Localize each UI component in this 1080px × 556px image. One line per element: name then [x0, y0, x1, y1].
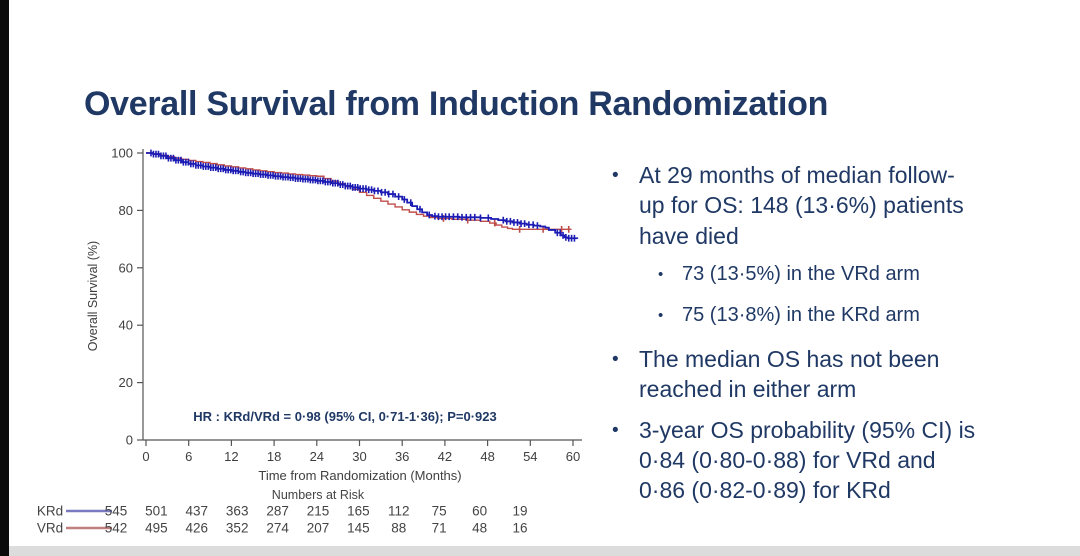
bullet-line: up for OS: 148 (13·6%) patients: [639, 192, 964, 219]
y-tick-label: 0: [126, 433, 133, 448]
page-title: Overall Survival from Induction Randomiz…: [84, 84, 829, 123]
bullet-krd-deaths: • 75 (13·8%) in the KRd arm: [658, 302, 1016, 328]
risk-value: 145: [347, 521, 370, 536]
x-tick-label: 6: [185, 449, 192, 464]
risk-value: 75: [432, 504, 447, 519]
risk-value: 542: [105, 521, 128, 536]
risk-row-label-VRd: VRd: [37, 521, 63, 536]
left-edge-bar: [0, 0, 9, 556]
risk-value: 19: [512, 504, 527, 519]
risk-value: 71: [432, 521, 447, 536]
bullet-followup-deaths: • At 29 months of median follow- up for …: [612, 160, 1016, 251]
risk-value: 363: [226, 504, 249, 519]
bullet-line: 0·86 (0·82-0·89) for KRd: [639, 477, 891, 504]
x-axis-title: Time from Randomization (Months): [258, 468, 461, 483]
risk-value: 88: [391, 521, 406, 536]
km-curve-VRd: [146, 152, 572, 231]
km-chart-region: 0 20 40 60 80 100 0 6 12 18 24 30 36 42 48 54 60 Time fro…: [0, 130, 620, 556]
km-survival-chart: 0 20 40 60 80 100 0 6 12 18 24 30 36 42 48 54 60 Time fro…: [37, 146, 582, 536]
bullet-vrd-deaths: • 73 (13·5%) in the VRd arm: [658, 261, 1016, 287]
x-tick-label: 60: [566, 449, 580, 464]
risk-value: 274: [266, 521, 289, 536]
y-tick-label: 60: [119, 260, 133, 275]
risk-value: 112: [388, 504, 410, 519]
risk-value: 287: [266, 504, 289, 519]
risk-value: 352: [226, 521, 249, 536]
risk-value: 426: [186, 521, 209, 536]
bullet-line: reached in either arm: [639, 376, 857, 403]
bullet-3yr-os: • 3-year OS probability (95% CI) is 0·84…: [612, 415, 1016, 506]
risk-value: 16: [512, 521, 527, 536]
bullet-dot: •: [612, 165, 619, 186]
y-tick-label: 20: [119, 375, 133, 390]
bullet-median-os: • The median OS has not been reached in …: [612, 344, 1016, 405]
bullet-list: • At 29 months of median follow- up for …: [612, 160, 1016, 516]
bullet-line: 3-year OS probability (95% CI) is: [639, 416, 976, 443]
risk-value: 165: [347, 504, 370, 519]
hr-annotation: HR : KRd/VRd = 0·98 (95% CI, 0·71-1·36);…: [193, 409, 496, 424]
bullet-line: 0·84 (0·80-0·88) for VRd and: [639, 446, 936, 473]
x-tick-label: 30: [352, 449, 366, 464]
x-tick-label: 24: [310, 449, 324, 464]
y-tick-label: 100: [111, 146, 133, 161]
risk-value: 501: [145, 504, 168, 519]
bullet-line: The median OS has not been: [639, 345, 940, 372]
bullet-dot: •: [658, 307, 664, 325]
bullet-dot: •: [612, 419, 619, 441]
x-tick-label: 0: [142, 449, 149, 464]
x-tick-label: 36: [395, 449, 409, 464]
y-tick-label: 40: [119, 318, 133, 333]
x-tick-label: 48: [480, 449, 494, 464]
x-tick-label: 54: [523, 449, 537, 464]
x-tick-label: 12: [224, 449, 238, 464]
risk-value: 207: [307, 521, 330, 536]
y-tick-label: 80: [119, 203, 133, 218]
risk-row-label-KRd: KRd: [37, 504, 63, 519]
bullet-dot: •: [658, 266, 664, 284]
x-tick-label: 42: [438, 449, 452, 464]
risk-table-title: Numbers at Risk: [272, 488, 365, 502]
risk-value: 437: [186, 504, 209, 519]
risk-value: 48: [472, 521, 487, 536]
risk-value: 60: [472, 504, 487, 519]
bottom-edge-bar: [9, 546, 1080, 556]
risk-value: 495: [145, 521, 168, 536]
x-tick-label: 18: [267, 449, 281, 464]
risk-value: 215: [307, 504, 330, 519]
bullet-line: 75 (13·8%) in the KRd arm: [682, 304, 920, 327]
risk-value: 545: [105, 504, 128, 519]
bullet-line: 73 (13·5%) in the VRd arm: [682, 263, 920, 286]
bullet-dot: •: [612, 348, 619, 370]
y-axis-title: Overall Survival (%): [86, 241, 100, 351]
bullet-line: At 29 months of median follow-: [639, 162, 955, 188]
bullet-line: have died: [639, 222, 739, 249]
